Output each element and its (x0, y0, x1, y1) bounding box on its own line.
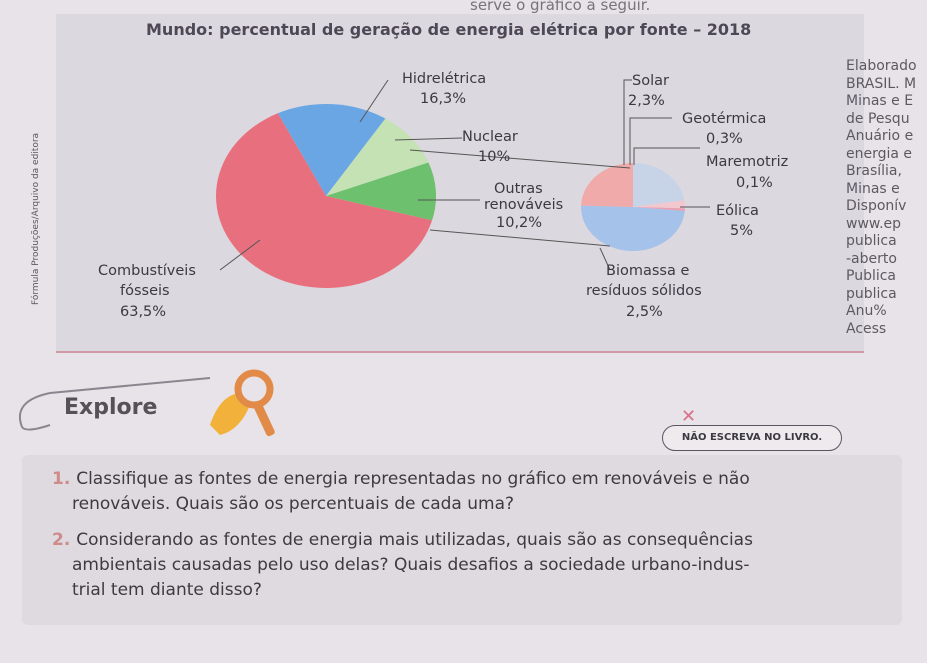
leader-bio (599, 247, 611, 271)
chart-title: Mundo: percentual de geração de energia … (146, 20, 752, 39)
label-bio-1: Biomassa e (606, 263, 690, 279)
questions-box: 1. Classifique as fontes de energia repr… (22, 455, 902, 625)
detail-slice-2 (633, 207, 685, 212)
source-line: energia e (846, 145, 913, 162)
source-line: Brasília, (846, 163, 902, 179)
detail-slice-3 (581, 205, 685, 252)
label-comb-2: fósseis (120, 283, 170, 299)
leader-hidro (359, 79, 389, 123)
side-credit-text: Fórmula Produções/Arquivo da editora (31, 132, 41, 305)
label-nuclear: Nuclear (462, 129, 518, 145)
label-solar-value: 2,3% (628, 93, 665, 109)
detail-pie (581, 163, 685, 252)
source-line: www.ep (846, 215, 902, 232)
label-comb-value: 63,5% (120, 304, 167, 320)
label-outras-2: renováveis (484, 197, 564, 213)
main-slice-0 (277, 103, 386, 196)
label-solar: Solar (632, 73, 669, 89)
source-line: Elaborado (846, 58, 917, 74)
question-line: ambientais causadas pelo uso delas? Quai… (72, 555, 750, 575)
leader-comb (219, 239, 261, 271)
label-eolica-value: 5% (730, 223, 754, 239)
question-line: renováveis. Quais são os percentuais de … (72, 494, 515, 514)
question-line: 2. Considerando as fontes de energia mai… (52, 530, 753, 550)
question-line: trial tem diante disso? (72, 580, 262, 600)
question-2: 2. Considerando as fontes de energia mai… (52, 528, 872, 603)
label-hidro-value: 16,3% (420, 91, 467, 107)
detail-slice-0 (633, 163, 685, 207)
source-line: de Pesqu (846, 110, 910, 127)
main-slice-1 (326, 118, 429, 196)
label-outras-value: 10,2% (496, 215, 543, 231)
no-write-icon: ✕ (681, 406, 697, 427)
source-line: Minas e E (846, 93, 914, 109)
label-outras-1: Outras (494, 181, 543, 197)
source-line: Acess (846, 320, 887, 337)
leader-lines (219, 79, 710, 271)
magnifier-hand-icon (210, 369, 275, 437)
zoom-bottom (429, 229, 611, 247)
explore-bracket (19, 377, 211, 431)
main-pie (216, 103, 436, 288)
side-credit: Fórmula Produções/Arquivo da editora (26, 133, 41, 310)
source-line: Minas e (846, 180, 900, 197)
top-note: serve o gráfico a seguir. (470, 0, 651, 14)
source-line: -aberto (846, 250, 897, 267)
chart-card: Mundo: percentual de geração de energia … (56, 14, 864, 353)
question-1: 1. Classifique as fontes de energia repr… (52, 467, 872, 517)
label-bio-value: 2,5% (626, 304, 663, 320)
source-line: Publica (846, 268, 897, 284)
main-slice-2 (326, 162, 436, 221)
label-geo-value: 0,3% (706, 131, 743, 147)
detail-slice-1 (633, 200, 685, 209)
no-write-badge: NÃO ESCREVA NO LIVRO. (662, 425, 842, 451)
detail-slice-4 (581, 163, 633, 207)
question-number: 1. (52, 469, 77, 489)
label-comb-1: Combustíveis (98, 263, 196, 279)
source-line: publica (846, 233, 897, 249)
label-hidro: Hidrelétrica (402, 71, 487, 87)
leader-solar (623, 79, 632, 165)
question-number: 2. (52, 530, 77, 550)
label-mare-value: 0,1% (736, 175, 773, 191)
source-line: BRASIL. M (846, 75, 917, 92)
source-line: Anu% (846, 303, 887, 319)
source-line: Disponív (846, 198, 907, 214)
label-eolica: Eólica (716, 203, 759, 219)
explore-header: Explore (10, 369, 910, 455)
leader-mare (633, 147, 700, 165)
source-line: publica (846, 285, 897, 302)
label-mare: Maremotriz (706, 154, 789, 170)
zoom-top (409, 149, 631, 169)
source-line: Anuário e (846, 128, 914, 144)
question-line: 1. Classifique as fontes de energia repr… (52, 469, 750, 489)
label-bio-2: resíduos sólidos (586, 283, 702, 299)
label-geo: Geotérmica (682, 111, 767, 127)
explore-title: Explore (64, 395, 158, 420)
leader-geo (629, 117, 672, 165)
main-slice-3 (216, 113, 433, 288)
label-nuclear-value: 10% (478, 149, 511, 165)
leader-nuclear (394, 137, 463, 141)
